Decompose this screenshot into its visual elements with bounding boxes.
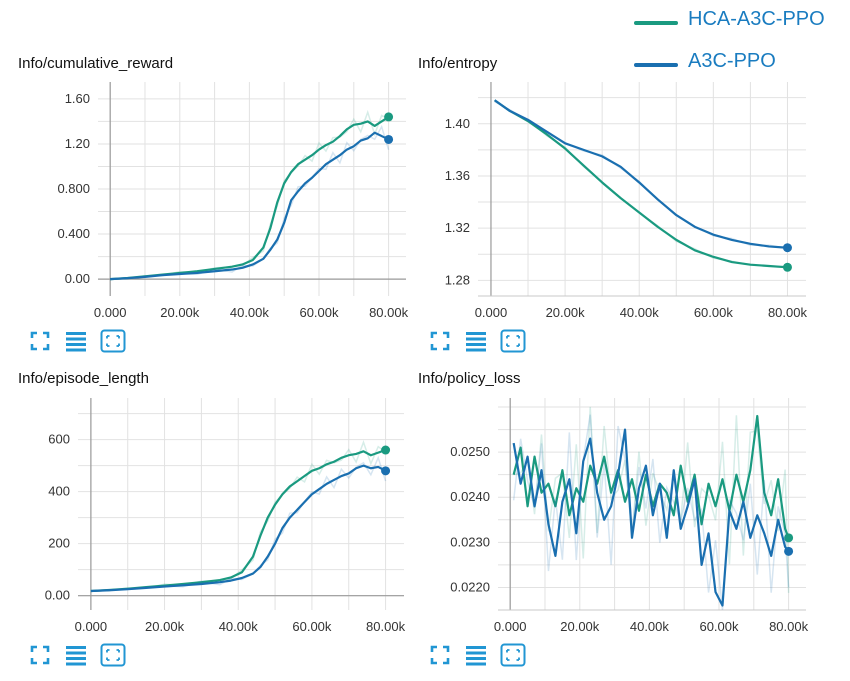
y-tick-label: 1.60 [65, 91, 90, 106]
y-tick-label: 0.00 [65, 271, 90, 286]
y-tick-label: 200 [48, 536, 70, 551]
y-tick-label: 0.00 [45, 588, 70, 603]
x-tick-label: 0.000 [475, 305, 508, 320]
series-line-a3c-ppo [90, 464, 387, 593]
series-line-hca-a3c-ppo [90, 448, 386, 593]
y-tick-label: 1.36 [445, 168, 470, 183]
series-endpoint-hca-a3c-ppo [782, 262, 792, 272]
series-endpoint-hca-a3c-ppo [384, 112, 394, 122]
legend-label-hca: HCA-A3C-PPO [688, 8, 825, 30]
y-tick-label: 0.0240 [450, 489, 490, 504]
y-tick-label: 600 [48, 432, 70, 447]
y-tick-label: 0.0250 [450, 444, 490, 459]
toggle-lines-icon[interactable] [64, 329, 88, 353]
series-line-hca-a3c-ppo [110, 115, 390, 281]
x-tick-label: 80.00k [769, 619, 809, 634]
chart-cumulative-reward: 0.00 0.400 0.800 1.20 1.60 0.000 20.00k 40.00k 6… [57, 82, 409, 320]
x-tick-label: 60.00k [299, 305, 339, 320]
series-line-hca-a3c-ppo [494, 99, 788, 269]
x-tick-label: 40.00k [630, 619, 670, 634]
chart-title-cumulative-reward: Info/cumulative_reward [18, 55, 174, 72]
x-tick-label: 40.00k [219, 619, 259, 634]
x-tick-label: 60.00k [292, 619, 332, 634]
x-tick-label: 60.00k [699, 619, 739, 634]
y-tick-label: 0.0230 [450, 534, 490, 549]
series-raw-a3c-ppo [512, 414, 790, 610]
fit-domain-icon[interactable] [428, 643, 452, 667]
y-tick-label: 1.40 [445, 116, 470, 131]
x-tick-label: 0.000 [494, 619, 527, 634]
x-tick-label: 40.00k [620, 305, 660, 320]
toggle-lines-icon[interactable] [464, 643, 488, 667]
y-tick-label: 1.28 [445, 272, 470, 287]
y-tick-label: 1.32 [445, 220, 470, 235]
series-endpoint-a3c-ppo [782, 243, 792, 253]
fit-domain-icon[interactable] [28, 643, 52, 667]
chart-title-policy-loss: Info/policy_loss [418, 370, 521, 387]
chart-policy-loss: 0.0220 0.0230 0.0240 0.0250 0.000 20.00k 40.00… [450, 398, 809, 634]
legend-swatch-hca [634, 21, 678, 25]
x-tick-label: 0.000 [75, 619, 108, 634]
series-endpoint-hca-a3c-ppo [381, 445, 391, 455]
series-endpoint-a3c-ppo [381, 466, 391, 476]
chart-entropy: 1.28 1.32 1.36 1.40 0.000 20.00k 40.00k 60.00k 8… [445, 82, 808, 320]
x-tick-label: 20.00k [160, 305, 200, 320]
series-endpoint-a3c-ppo [784, 546, 794, 556]
x-tick-label: 0.000 [94, 305, 127, 320]
series-line-a3c-ppo [512, 428, 790, 607]
toggle-lines-icon[interactable] [464, 329, 488, 353]
expand-icon[interactable] [500, 643, 526, 667]
x-tick-label: 40.00k [230, 305, 270, 320]
expand-icon[interactable] [500, 329, 526, 353]
y-tick-label: 400 [48, 484, 70, 499]
x-tick-label: 80.00k [768, 305, 808, 320]
chart-episode-length: 0.00 200 400 600 0.000 20.00k 40.00k 60.00k 80.0… [45, 398, 406, 634]
legend-swatch-a3c [634, 63, 678, 67]
x-tick-label: 20.00k [546, 305, 586, 320]
expand-icon[interactable] [100, 329, 126, 353]
x-tick-label: 80.00k [369, 305, 409, 320]
fit-domain-icon[interactable] [28, 329, 52, 353]
series-endpoint-hca-a3c-ppo [784, 533, 794, 543]
toggle-lines-icon[interactable] [64, 643, 88, 667]
legend-label-a3c: A3C-PPO [688, 50, 776, 72]
chart-title-entropy: Info/entropy [418, 55, 498, 72]
x-tick-label: 60.00k [694, 305, 734, 320]
y-tick-label: 1.20 [65, 136, 90, 151]
series-line-a3c-ppo [494, 99, 788, 249]
expand-icon[interactable] [100, 643, 126, 667]
x-tick-label: 80.00k [366, 619, 406, 634]
plot-area [78, 398, 404, 610]
y-tick-label: 0.400 [57, 226, 90, 241]
plot-area [478, 82, 806, 296]
x-tick-label: 20.00k [145, 619, 185, 634]
series-line-hca-a3c-ppo [512, 414, 790, 539]
x-tick-label: 20.00k [560, 619, 600, 634]
y-tick-label: 0.800 [57, 181, 90, 196]
series-endpoint-a3c-ppo [384, 134, 394, 144]
series-line-a3c-ppo [110, 131, 390, 281]
fit-domain-icon[interactable] [428, 329, 452, 353]
chart-title-episode-length: Info/episode_length [18, 370, 149, 387]
y-tick-label: 0.0220 [450, 579, 490, 594]
